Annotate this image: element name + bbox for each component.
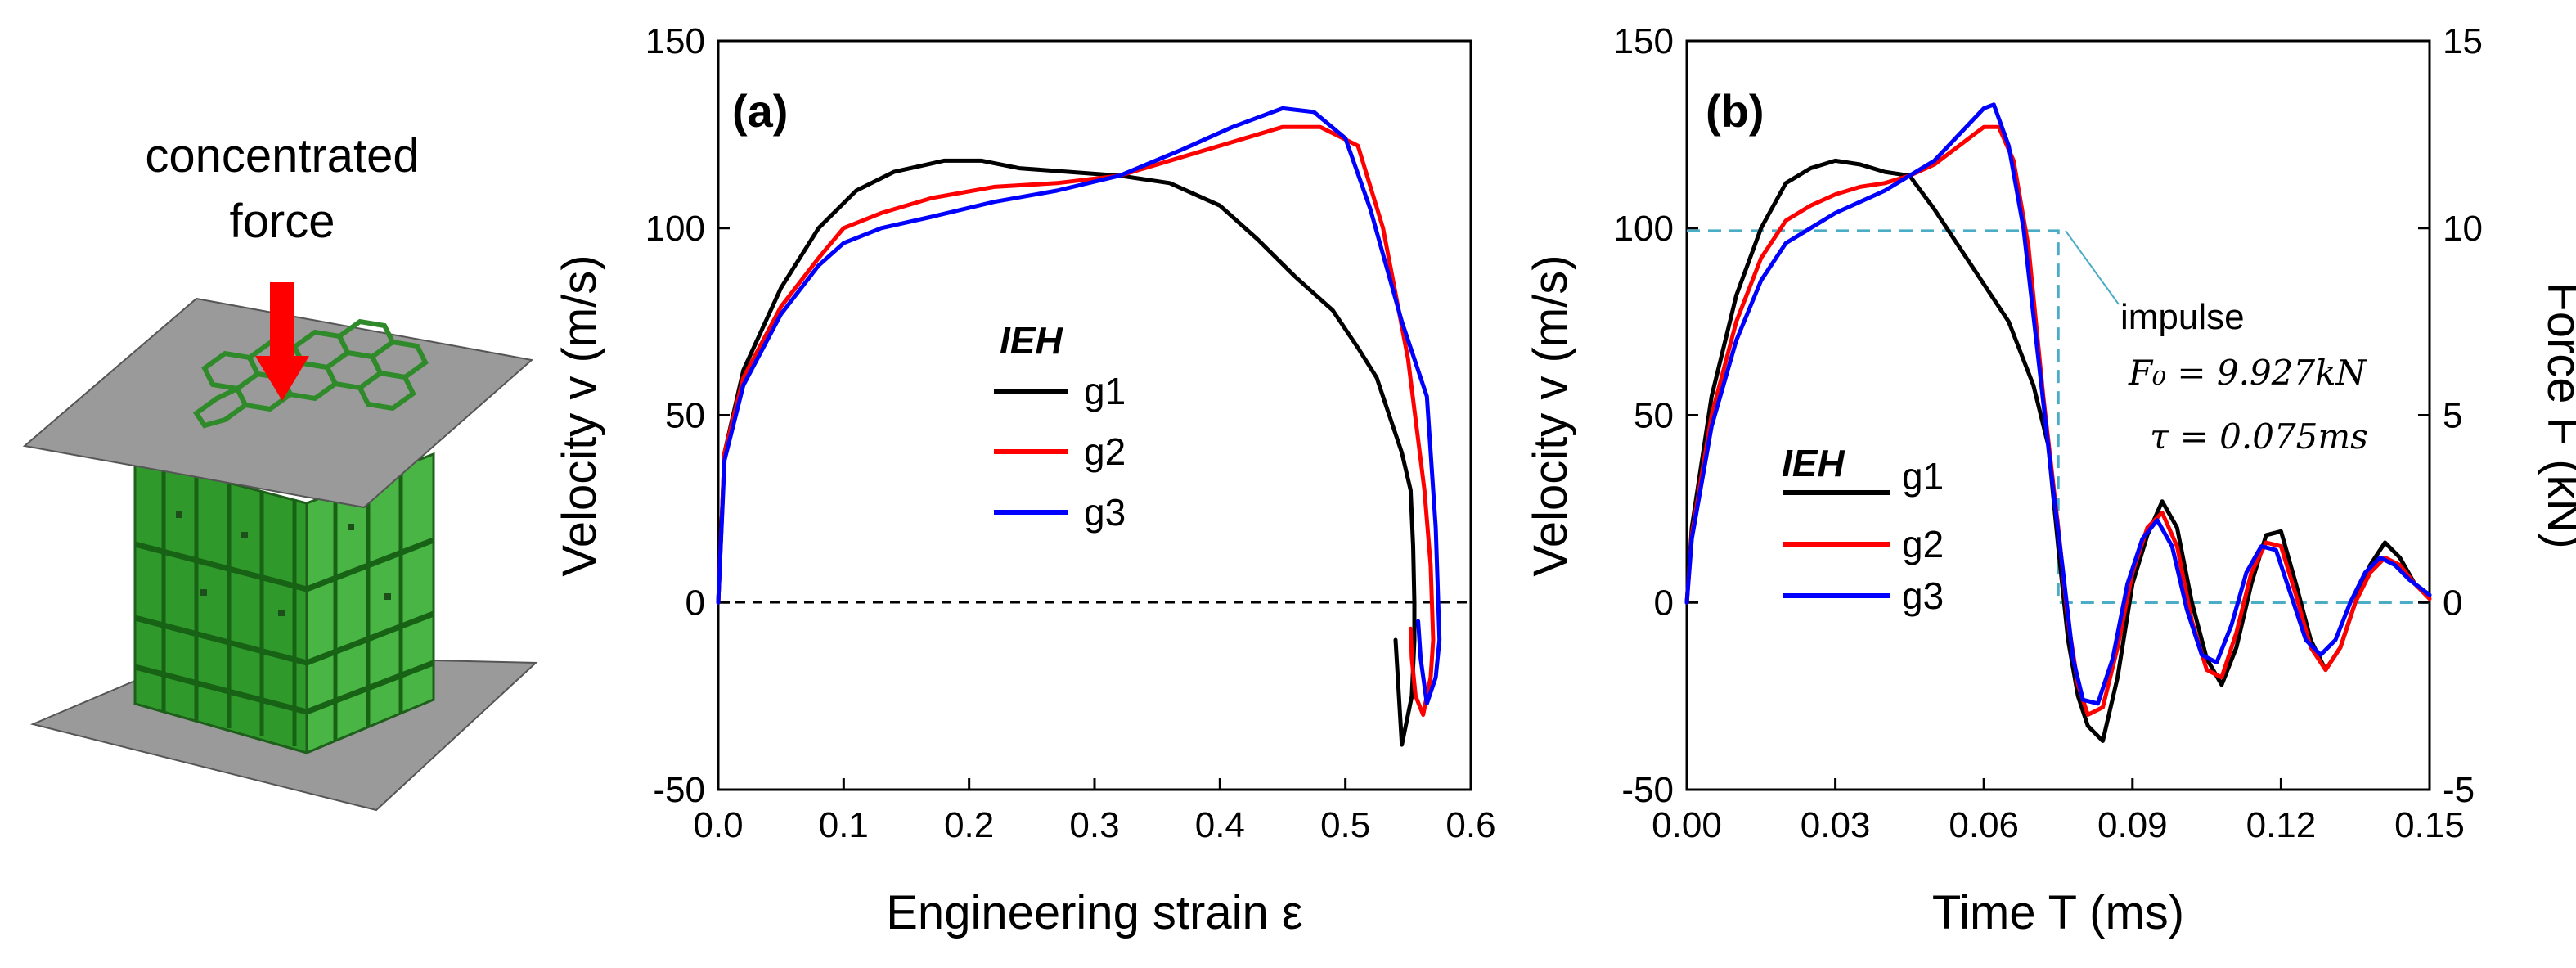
chart-a-legend-label-g3: g3 [1084,491,1126,534]
chart-b-ytick-label: -50 [1621,770,1674,810]
chart-b-y2tick-label: 5 [2443,396,2462,436]
chart-a-xtick-label: 0.4 [1195,805,1245,845]
chart-a-xtick-label: 0.5 [1320,805,1370,845]
chart-b-series-g2 [1684,124,2432,717]
caption-line1: concentrated [145,129,419,182]
chart-b-xtick-label: 0.03 [1801,805,1871,845]
chart-a-series-g2 [716,124,1436,717]
force-arrow [255,282,309,401]
honeycomb-lattice [192,318,429,429]
chart-b-annotation: impulse F₀ = 9.927kN τ = 0.075ms [2065,230,2368,457]
chart-b-panel-label: (b) [1706,85,1765,137]
caption-line2: force [230,195,335,248]
chart-a-xtick-label: 0.3 [1069,805,1119,845]
chart-a-ytick-label: -50 [653,770,705,810]
chart-b-ytick-label: 50 [1634,396,1674,436]
honeycomb-core [133,452,435,755]
chart-b-annotation-label: impulse [2120,297,2245,337]
chart-a-series-g1 [716,158,1417,747]
chart-b-xtick-label: 0.15 [2394,805,2465,845]
chart-a-ytick-label: 0 [686,583,705,623]
chart-b: (b) Time T (ms) Velocity v (m/s) Force F… [1524,21,2576,939]
chart-a-series-g3 [716,106,1442,706]
chart-b-legend-label-g1: g1 [1902,455,1944,498]
chart-a-xtick-label: 0.0 [693,805,743,845]
chart-a-xtick-label: 0.6 [1445,805,1495,845]
chart-b-y2tick-label: 15 [2443,21,2483,61]
chart-a-legend-title: IEH [1000,319,1063,362]
chart-b-y2tick-label: -5 [2443,770,2475,810]
chart-b-impulse-line [1687,229,2430,605]
chart-b-legend-label-g3: g3 [1902,574,1944,617]
chart-b-xlabel: Time T (ms) [1932,886,2184,939]
chart-b-y2label: Force F (kN) [2538,282,2576,548]
chart-a-legend-label-g1: g1 [1084,370,1126,412]
chart-a-frame [717,39,1472,791]
chart-b-annotation-leader [2065,230,2120,305]
chart-b-xtick-label: 0.06 [1949,805,2019,845]
chart-a: (a) Engineering strain ε Velocity v (m/s… [553,21,1496,939]
chart-b-annotation-tau: τ = 0.075ms [2150,416,2368,457]
chart-b-ylabel: Velocity v (m/s) [1524,254,1577,576]
chart-b-series-g3 [1684,102,2432,706]
chart-a-ylabel: Velocity v (m/s) [553,254,606,576]
chart-a-xtick-label: 0.1 [819,805,869,845]
chart-b-annotation-f0: F₀ = 9.927kN [2128,353,2367,393]
illustration: concentrated force [22,129,538,812]
chart-a-xtick-label: 0.2 [944,805,994,845]
chart-b-y2tick-label: 0 [2443,583,2462,623]
chart-b-legend-label-g2: g2 [1902,523,1944,565]
chart-a-ytick-label: 100 [645,209,705,249]
chart-a-legend: IEH g1 g2 g3 [994,319,1126,534]
chart-b-ytick-label: 0 [1654,583,1674,623]
chart-b-xtick-label: 0.09 [2097,805,2168,845]
chart-a-panel-label: (a) [732,85,788,137]
chart-b-legend-title: IEH [1782,442,1845,484]
chart-b-xtick-label: 0.00 [1652,805,1722,845]
chart-a-ytick-label: 50 [665,396,705,436]
chart-b-xtick-label: 0.12 [2246,805,2317,845]
chart-a-ytick-label: 150 [645,21,705,61]
chart-a-legend-label-g2: g2 [1084,430,1126,473]
chart-a-xlabel: Engineering strain ε [886,886,1302,939]
chart-b-legend: IEH g1 g2 g3 [1782,442,1944,617]
chart-b-ytick-label: 100 [1614,209,1674,249]
chart-b-ytick-label: 150 [1614,21,1674,61]
chart-b-y2tick-label: 10 [2443,209,2483,249]
